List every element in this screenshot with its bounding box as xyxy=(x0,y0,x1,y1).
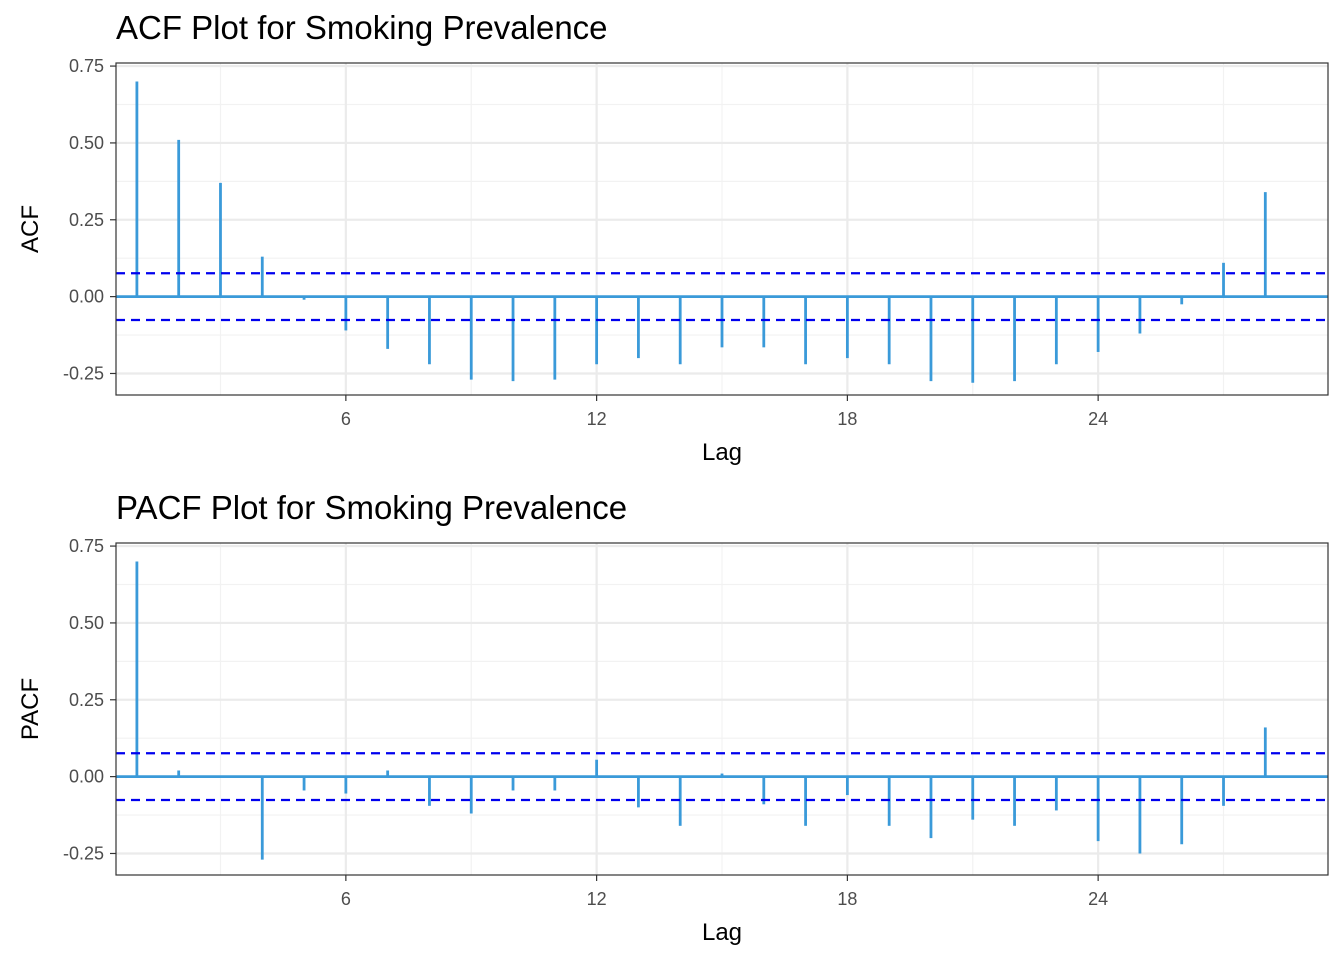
acf-tick-label-y: -0.25 xyxy=(63,363,104,383)
acf-x-axis-title: Lag xyxy=(702,439,742,466)
acf-panel: 0.75 0.50 0.25 0.00 -0.25 6 12 18 24 ACF Plot for… xyxy=(17,9,1329,466)
pacf-tick-label-x: 12 xyxy=(587,889,607,909)
pacf-tick-label-x: 24 xyxy=(1088,889,1108,909)
acf-tick-label-y: 0.50 xyxy=(69,133,104,153)
acf-tick-label-y: 0.00 xyxy=(69,287,104,307)
acf-tick-label-x: 6 xyxy=(341,409,351,429)
pacf-tick-label-x: 6 xyxy=(341,889,351,909)
acf-tick-label-y: 0.75 xyxy=(69,56,104,76)
acf-chart: 0.75 0.50 0.25 0.00 -0.25 6 12 18 24 ACF Plot for… xyxy=(17,9,1329,466)
pacf-tick-label-y: 0.00 xyxy=(69,767,104,787)
acf-tick-label-x: 12 xyxy=(587,409,607,429)
acf-tick-label-y: 0.25 xyxy=(69,210,104,230)
pacf-x-axis-title: Lag xyxy=(702,919,742,946)
pacf-tick-label-y: 0.75 xyxy=(69,536,104,556)
pacf-y-axis-title: PACF xyxy=(17,678,44,740)
acf-tick-label-x: 18 xyxy=(837,409,857,429)
pacf-panel-border xyxy=(115,542,1329,876)
acf-title: ACF Plot for Smoking Prevalence xyxy=(116,9,608,46)
acf-y-axis-title: ACF xyxy=(17,205,44,253)
acf-tick-label-x: 24 xyxy=(1088,409,1108,429)
pacf-tick-label-y: -0.25 xyxy=(63,843,104,863)
acf-panel-border xyxy=(115,62,1329,396)
pacf-tick-label-y: 0.25 xyxy=(69,690,104,710)
pacf-panel: 0.75 0.50 0.25 0.00 -0.25 6 12 18 24 PACF Plot fo… xyxy=(0,480,1344,960)
pacf-tick-label-y: 0.50 xyxy=(69,613,104,633)
pacf-title: PACF Plot for Smoking Prevalence xyxy=(116,489,627,526)
pacf-chart: 0.75 0.50 0.25 0.00 -0.25 6 12 18 24 PACF Plot fo… xyxy=(17,489,1329,946)
pacf-tick-label-x: 18 xyxy=(837,889,857,909)
